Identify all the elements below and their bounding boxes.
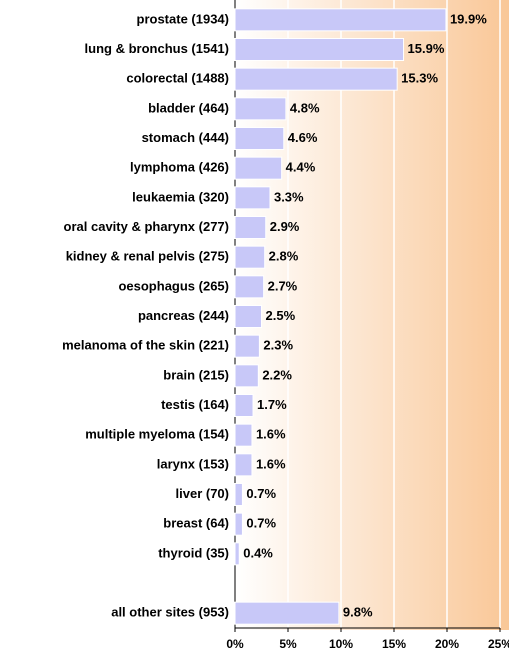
value-label: 2.5%: [266, 308, 296, 323]
bar: [234, 67, 398, 91]
value-label: 9.8%: [343, 605, 373, 620]
bar: [234, 156, 283, 180]
y-tick-label: leukaemia (320): [132, 189, 229, 204]
bar: [234, 186, 271, 210]
value-label: 2.8%: [269, 249, 299, 264]
bar: [234, 334, 260, 358]
y-tick-label: testis (164): [161, 397, 229, 412]
value-label: 4.8%: [290, 100, 320, 115]
value-label: 3.3%: [274, 189, 304, 204]
bar: [234, 305, 262, 328]
value-label: 2.3%: [263, 338, 293, 353]
bar: [234, 601, 340, 625]
x-tick-label: 15%: [382, 637, 406, 651]
value-label: 15.9%: [408, 41, 445, 56]
x-tick-label: 5%: [279, 637, 297, 651]
x-tick-label: 0%: [226, 637, 244, 651]
bar: [234, 97, 287, 121]
x-tick-label: 25%: [488, 637, 509, 651]
bar: [234, 542, 240, 566]
bar: [234, 275, 265, 299]
y-tick-label: all other sites (953): [111, 605, 229, 620]
y-tick-label: kidney & renal pelvis (275): [66, 249, 229, 264]
y-tick-label: liver (70): [176, 486, 229, 501]
y-tick-label: larynx (153): [157, 456, 229, 471]
bar: [234, 483, 243, 506]
value-label: 19.9%: [450, 11, 487, 26]
bar: [234, 216, 267, 239]
value-label: 0.4%: [243, 545, 273, 560]
value-label: 2.2%: [262, 367, 292, 382]
value-label: 15.3%: [401, 71, 438, 86]
bar: [234, 453, 253, 477]
value-label: 1.7%: [257, 397, 287, 412]
value-label: 4.4%: [286, 160, 316, 175]
y-tick-label: colorectal (1488): [126, 71, 229, 86]
bar: [234, 394, 254, 417]
bar: [234, 364, 259, 388]
bar: [234, 8, 447, 32]
y-tick-label: pancreas (244): [138, 308, 229, 323]
y-tick-label: prostate (1934): [137, 11, 229, 26]
bar: [234, 512, 243, 536]
y-tick-label: oesophagus (265): [118, 278, 229, 293]
x-tick-label: 10%: [329, 637, 353, 651]
y-tick-label: brain (215): [163, 367, 229, 382]
y-tick-label: stomach (444): [142, 130, 229, 145]
value-label: 1.6%: [256, 427, 286, 442]
value-label: 1.6%: [256, 456, 286, 471]
value-label: 0.7%: [246, 486, 276, 501]
y-tick-label: oral cavity & pharynx (277): [64, 219, 229, 234]
bar: [234, 38, 405, 61]
bar: [234, 127, 285, 150]
value-label: 0.7%: [246, 516, 276, 531]
y-tick-label: lung & bronchus (1541): [85, 41, 229, 56]
value-label: 2.9%: [270, 219, 300, 234]
value-label: 4.6%: [288, 130, 318, 145]
value-label: 2.7%: [268, 278, 298, 293]
y-tick-label: melanoma of the skin (221): [62, 338, 229, 353]
y-tick-label: lymphoma (426): [130, 160, 229, 175]
x-tick-label: 20%: [435, 637, 459, 651]
y-tick-label: thyroid (35): [158, 545, 229, 560]
y-tick-label: bladder (464): [148, 100, 229, 115]
bar: [234, 423, 253, 447]
y-tick-label: breast (64): [163, 516, 229, 531]
bar: [234, 245, 266, 269]
y-tick-label: multiple myeloma (154): [85, 427, 229, 442]
